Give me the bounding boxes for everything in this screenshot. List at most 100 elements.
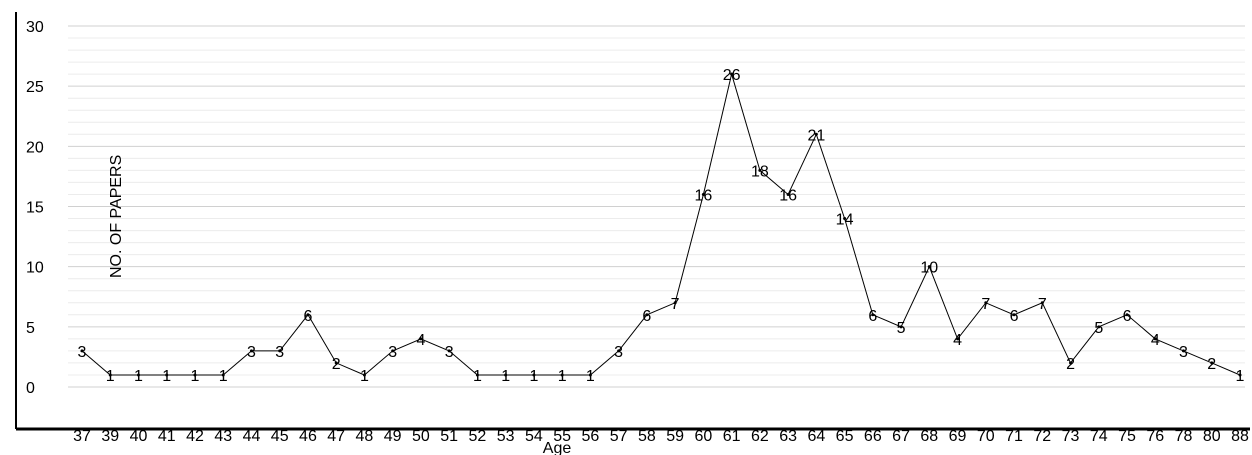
- data-label: 1: [529, 368, 538, 385]
- data-label: 3: [614, 344, 623, 361]
- data-label: 1: [219, 368, 228, 385]
- data-point: [758, 168, 762, 172]
- x-tick-label: 53: [497, 428, 515, 445]
- x-tick-label: 70: [977, 428, 995, 445]
- x-tick-label: 37: [73, 428, 91, 445]
- data-label: 14: [836, 212, 854, 229]
- x-tick-label: 42: [186, 428, 204, 445]
- data-label: 26: [723, 67, 741, 84]
- data-point: [1040, 301, 1044, 305]
- data-point: [843, 217, 847, 221]
- data-point: [249, 349, 253, 353]
- x-tick-label: 67: [892, 428, 910, 445]
- x-tick-label: 54: [525, 428, 543, 445]
- x-tick-label: 78: [1175, 428, 1193, 445]
- data-label: 4: [953, 332, 962, 349]
- axes: [15, 12, 1250, 431]
- data-point: [1153, 337, 1157, 341]
- x-tick-label: 50: [412, 428, 430, 445]
- y-tick-label: 20: [26, 139, 44, 156]
- x-tick-label: 40: [130, 428, 148, 445]
- data-point: [278, 349, 282, 353]
- x-tick-label: 76: [1146, 428, 1164, 445]
- x-tick-label: 69: [949, 428, 967, 445]
- data-point: [532, 373, 536, 377]
- series: [80, 72, 1242, 377]
- x-tick-label: 71: [1005, 428, 1023, 445]
- x-tick-label: 73: [1062, 428, 1080, 445]
- data-point: [984, 301, 988, 305]
- data-label: 1: [1236, 368, 1245, 385]
- data-point: [391, 349, 395, 353]
- data-label: 1: [558, 368, 567, 385]
- data-label: 6: [303, 308, 312, 325]
- data-label: 7: [671, 296, 680, 313]
- data-point: [814, 132, 818, 136]
- data-point: [588, 373, 592, 377]
- data-point: [1182, 349, 1186, 353]
- x-tick-label: 45: [271, 428, 289, 445]
- x-tick-label: 55: [553, 428, 571, 445]
- data-point: [560, 373, 564, 377]
- x-tick-label: 56: [581, 428, 599, 445]
- data-point: [1238, 373, 1242, 377]
- x-tick-label: 43: [214, 428, 232, 445]
- data-label: 18: [751, 163, 769, 180]
- data-label: 2: [1066, 356, 1075, 373]
- data-point: [80, 349, 84, 353]
- data-label: 5: [1094, 320, 1103, 337]
- data-point: [136, 373, 140, 377]
- data-label: 1: [473, 368, 482, 385]
- data-label: 4: [416, 332, 425, 349]
- data-point: [108, 373, 112, 377]
- data-point: [786, 192, 790, 196]
- x-tick-label: 61: [723, 428, 741, 445]
- y-tick-label: 25: [26, 79, 44, 96]
- x-tick-label: 74: [1090, 428, 1108, 445]
- x-tick-label: 46: [299, 428, 317, 445]
- data-point: [1097, 325, 1101, 329]
- data-point: [899, 325, 903, 329]
- data-label: 4: [1151, 332, 1160, 349]
- data-label: 6: [868, 308, 877, 325]
- data-label: 3: [247, 344, 256, 361]
- x-tick-label: 66: [864, 428, 882, 445]
- x-tick-label: 49: [384, 428, 402, 445]
- data-label: 2: [332, 356, 341, 373]
- data-label: 3: [78, 344, 87, 361]
- x-tick-label: 41: [158, 428, 176, 445]
- data-point: [1210, 361, 1214, 365]
- x-tick-label: 48: [356, 428, 374, 445]
- data-point: [447, 349, 451, 353]
- x-tick-label: 44: [243, 428, 261, 445]
- data-point: [419, 337, 423, 341]
- data-label: 5: [897, 320, 906, 337]
- data-label: 16: [694, 187, 712, 204]
- x-tick-label: 72: [1033, 428, 1051, 445]
- data-label: 6: [1010, 308, 1019, 325]
- data-label: 6: [1123, 308, 1132, 325]
- data-label: 1: [162, 368, 171, 385]
- x-tick-label: 68: [920, 428, 938, 445]
- data-label: 3: [388, 344, 397, 361]
- y-tick-label: 5: [26, 320, 35, 337]
- grid-lines: [68, 25, 1245, 388]
- data-label: 7: [981, 296, 990, 313]
- data-label: 7: [1038, 296, 1047, 313]
- data-label: 6: [642, 308, 651, 325]
- data-point: [475, 373, 479, 377]
- data-point: [165, 373, 169, 377]
- x-axis-ticks: 37 39 40 41 42 43 44 45 46 47 48 49 50 51 52 53 54 55 56 57…: [73, 428, 1249, 445]
- y-tick-label: 0: [26, 380, 35, 397]
- data-point: [730, 72, 734, 76]
- x-tick-label: 88: [1231, 428, 1249, 445]
- data-point: [221, 373, 225, 377]
- data-label: 21: [807, 127, 825, 144]
- data-point: [617, 349, 621, 353]
- data-point: [504, 373, 508, 377]
- data-point: [871, 313, 875, 317]
- data-point: [193, 373, 197, 377]
- data-label: 16: [779, 187, 797, 204]
